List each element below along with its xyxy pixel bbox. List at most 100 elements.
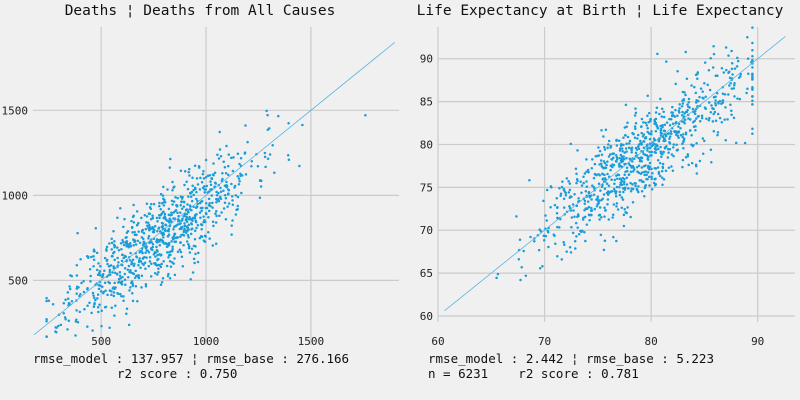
scatter-point (607, 139, 611, 143)
scatter-point (670, 165, 673, 168)
scatter-point (156, 273, 159, 276)
scatter-point (183, 170, 187, 173)
scatter-point (723, 118, 726, 121)
scatter-point (231, 169, 235, 173)
scatter-point (162, 233, 166, 236)
scatter-point (135, 210, 139, 213)
scatter-point (286, 153, 290, 157)
scatter-point (170, 240, 173, 243)
scatter-point (189, 278, 192, 281)
scatter-point (621, 149, 624, 153)
scatter-point (618, 185, 621, 189)
scatter-point (142, 263, 145, 267)
scatter-point (258, 196, 262, 199)
scatter-point (148, 256, 152, 259)
scatter-point (123, 266, 127, 270)
x-tick-label: 1000 (193, 335, 220, 345)
scatter-point (668, 147, 672, 151)
scatter-point (259, 185, 263, 188)
scatter-point (219, 197, 223, 201)
scatter-point (160, 202, 164, 205)
scatter-point (623, 151, 626, 154)
scatter-point (202, 177, 206, 180)
scatter-point (194, 206, 198, 209)
scatter-point (738, 97, 742, 101)
scatter-point (650, 133, 653, 136)
scatter-point (602, 248, 606, 252)
scatter-point (182, 205, 186, 208)
scatter-point (230, 156, 233, 160)
scatter-point (147, 234, 151, 238)
scatter-point (268, 153, 272, 156)
scatter-point (586, 200, 590, 203)
scatter-point (549, 185, 553, 188)
scatter-point (237, 177, 241, 180)
scatter-point (160, 280, 164, 284)
scatter-point (631, 200, 635, 204)
scatter-point (671, 114, 674, 117)
scatter-point (587, 205, 591, 209)
scatter-point (653, 178, 656, 181)
scatter-point (158, 216, 161, 220)
scatter-point (116, 291, 119, 295)
scatter-point (622, 136, 625, 140)
scatter-point (615, 239, 618, 243)
scatter-point (221, 172, 224, 175)
scatter-point (217, 191, 220, 195)
life-expectancy-scatter-plot: 60 70 80 90 60 65 70 75 80 85 90 (420, 26, 795, 345)
scatter-point (157, 270, 160, 274)
scatter-point (185, 231, 188, 235)
scatter-point (186, 187, 190, 191)
scatter-point (611, 213, 615, 216)
scatter-point (679, 126, 682, 130)
scatter-point (659, 124, 662, 128)
scatter-point (657, 170, 661, 174)
scatter-point (45, 320, 48, 323)
scatter-point (51, 302, 55, 306)
scatter-point (745, 91, 748, 95)
scatter-point (660, 155, 663, 159)
scatter-point (717, 102, 720, 105)
deaths-scatter-plot: 500 1000 1500 500 1000 1500 (2, 27, 399, 345)
scatter-point (127, 246, 130, 249)
scatter-point (189, 232, 193, 236)
scatter-point (671, 169, 675, 172)
scatter-point (190, 222, 193, 225)
scatter-point (653, 184, 657, 187)
scatter-point (177, 219, 181, 223)
scatter-point (616, 208, 620, 211)
scatter-point (708, 88, 712, 92)
scatter-point (601, 172, 604, 176)
scatter-point (625, 125, 628, 128)
scatter-point (602, 193, 606, 196)
scatter-point (148, 241, 151, 245)
scatter-point (246, 140, 249, 144)
scatter-point (94, 227, 98, 230)
scatter-point (664, 139, 667, 143)
scatter-point (63, 316, 67, 319)
scatter-point (168, 259, 172, 263)
scatter-point (730, 61, 734, 65)
scatter-point (644, 184, 648, 187)
scatter-point (162, 259, 165, 263)
scatter-point (83, 307, 86, 311)
scatter-point (193, 238, 197, 241)
scatter-point (603, 187, 607, 191)
scatter-point (707, 69, 711, 72)
scatter-point (149, 207, 153, 210)
scatter-point (618, 193, 622, 197)
scatter-point (665, 145, 668, 148)
scatter-point (733, 81, 736, 85)
scatter-point (628, 139, 632, 143)
scatter-point (695, 98, 698, 102)
scatter-point (751, 127, 754, 130)
scatter-point (91, 291, 95, 295)
scatter-point (134, 284, 138, 288)
scatter-point (728, 84, 731, 87)
scatter-point (203, 185, 206, 188)
scatter-point (730, 49, 733, 53)
scatter-point (57, 324, 60, 328)
scatter-point (126, 244, 130, 247)
scatter-point (174, 240, 178, 243)
scatter-point (625, 142, 628, 146)
